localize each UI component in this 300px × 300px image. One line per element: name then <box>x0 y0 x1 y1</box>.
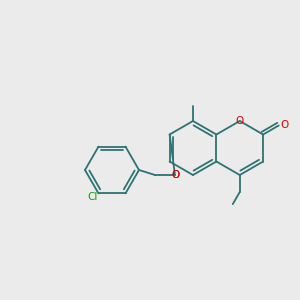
Text: O: O <box>171 170 179 180</box>
Text: Cl: Cl <box>87 192 98 203</box>
Text: O: O <box>171 170 179 180</box>
Text: O: O <box>236 116 244 126</box>
Text: O: O <box>281 121 289 130</box>
